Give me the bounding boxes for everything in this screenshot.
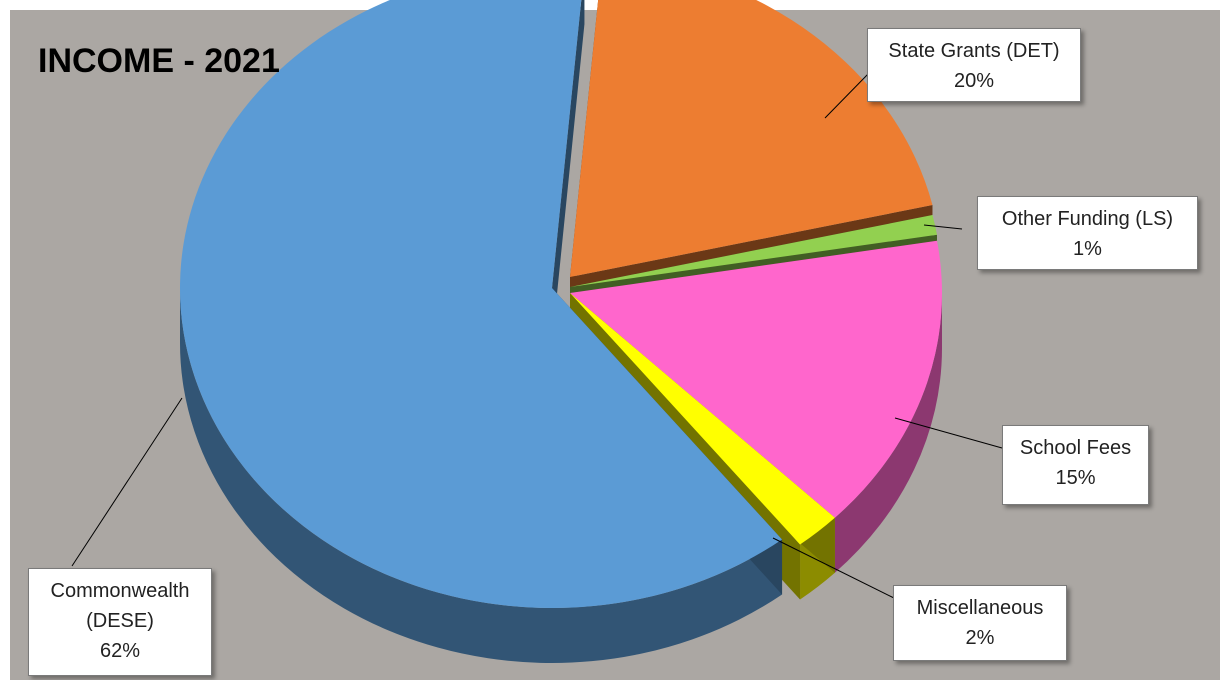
data-label-commonwealth: Commonwealth (DESE) 62%: [28, 568, 212, 676]
slice-label-text: State Grants (DET): [888, 40, 1060, 62]
slice-miscellaneous: [570, 293, 835, 545]
slice-school-fees: [570, 240, 942, 518]
slice-percent-text: 15%: [1055, 467, 1096, 489]
leader-line-commonwealth: [71, 397, 183, 567]
chart-title: INCOME - 2021: [38, 42, 280, 80]
slice-percent-text: 2%: [965, 627, 995, 649]
slice-label-text: Commonwealth: [50, 580, 190, 602]
leader-line-school-fees: [894, 417, 1003, 449]
data-label-miscellaneous: Miscellaneous 2%: [893, 585, 1067, 661]
slice-percent-text: 1%: [1073, 238, 1102, 260]
slice-label-text: (DESE): [86, 610, 154, 632]
slice-other-funding: [570, 215, 938, 287]
data-label-other-funding: Other Funding (LS) 1%: [977, 196, 1198, 270]
slice-side-commonwealth: [180, 288, 783, 663]
data-label-school-fees: School Fees 15%: [1002, 425, 1149, 505]
leader-line-miscellaneous: [772, 537, 895, 599]
leader-line-state-grants: [824, 71, 871, 119]
slice-label-text: School Fees: [1019, 437, 1132, 459]
slice-state-grants: [570, 0, 933, 277]
slice-wall-commonwealth: [552, 0, 585, 343]
data-label-state-grants: State Grants (DET) 20%: [867, 28, 1081, 102]
slice-side-school-fees: [834, 293, 942, 573]
slice-label-text: Other Funding (LS): [1001, 208, 1174, 230]
slice-percent-text: 20%: [953, 70, 995, 92]
slice-percent-text: 62%: [99, 640, 141, 662]
slice-label-text: Miscellaneous: [916, 597, 1044, 619]
slice-commonwealth: [180, 0, 783, 608]
leader-line-other-funding: [923, 224, 963, 230]
